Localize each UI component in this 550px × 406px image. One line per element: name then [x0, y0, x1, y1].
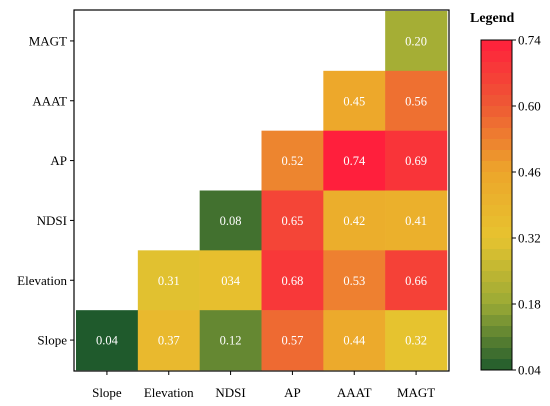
- legend-color-step: [481, 150, 512, 162]
- legend-color-step: [481, 326, 512, 338]
- legend-color-step: [481, 359, 512, 371]
- heatmap-cell-labels: 0.20 0.45 0.56 0.52 0.74 0.69 0.08 0.65 0.42 0.41…: [96, 34, 427, 347]
- x-tick-label: Slope: [92, 385, 122, 400]
- heatmap-cell-ap-aaat: [323, 130, 386, 191]
- cell-value-label: 0.45: [343, 94, 365, 108]
- heatmap-cell-ndsi-aaat: [323, 190, 386, 251]
- heatmap-cell-slope-magt: [385, 310, 448, 371]
- heatmap-cell-elevation-elevation: [137, 250, 200, 311]
- legend-color-step: [481, 293, 512, 305]
- heatmap-cell-slope-slope: [76, 310, 139, 371]
- legend-color-step: [481, 304, 512, 316]
- legend-color-step: [481, 139, 512, 151]
- heatmap-cell-slope-aaat: [323, 310, 386, 371]
- legend-color-step: [481, 172, 512, 184]
- heatmap-cell-ap-ap: [261, 130, 324, 191]
- heatmap-cell-ap-magt: [385, 130, 448, 191]
- cell-value-label: 0.04: [96, 334, 119, 348]
- legend-color-step: [481, 348, 512, 360]
- x-axis-ticks: Slope Elevation NDSI AP AAAT MAGT: [92, 371, 435, 400]
- x-tick-label: AP: [284, 385, 301, 400]
- legend-color-step: [481, 84, 512, 96]
- legend-tick-label: 0.46: [518, 165, 541, 180]
- legend-tick-label: 0.04: [518, 363, 541, 378]
- legend-color-step: [481, 106, 512, 118]
- x-tick-label: MAGT: [397, 385, 435, 400]
- heatmap-cell-ndsi-magt: [385, 190, 448, 251]
- heatmap-cell-slope-elevation: [137, 310, 200, 371]
- legend-colorbar: [480, 39, 513, 371]
- legend-color-step: [481, 249, 512, 261]
- cell-value-label: 0.20: [405, 34, 427, 48]
- x-tick-label: AAAT: [337, 385, 372, 400]
- heatmap-cell-slope-ap: [261, 310, 324, 371]
- heatmap-cell-ndsi-ap: [261, 190, 324, 251]
- legend-color-step: [481, 117, 512, 129]
- legend-title: Legend: [470, 11, 515, 26]
- cell-value-label: 0.32: [405, 334, 427, 348]
- cell-value-label: 0.57: [281, 334, 303, 348]
- cell-value-label: 0.74: [343, 154, 366, 168]
- heatmap-cell-elevation-ndsi: [199, 250, 262, 311]
- legend-color-step: [481, 271, 512, 283]
- cell-value-label: 0.65: [281, 214, 303, 228]
- y-tick-label: AAAT: [32, 93, 67, 108]
- legend-color-step: [481, 315, 512, 327]
- legend-color-step: [481, 161, 512, 173]
- y-tick-label: Slope: [37, 333, 67, 348]
- cell-value-label: 0.12: [220, 334, 242, 348]
- legend-tick-label: 0.32: [518, 231, 541, 246]
- cell-value-label: 0.68: [281, 274, 303, 288]
- cell-value-label: 0.44: [343, 334, 366, 348]
- legend-color-step: [481, 40, 512, 52]
- cell-value-label: 0.41: [405, 214, 427, 228]
- legend-color-step: [481, 227, 512, 239]
- cell-value-label: 0.37: [158, 334, 180, 348]
- heatmap-cell-ndsi-ndsi: [199, 190, 262, 251]
- y-axis-ticks: MAGT AAAT AP NDSI Elevation Slope: [17, 33, 74, 348]
- legend-color-step: [481, 73, 512, 85]
- heatmap-cell-aaat-aaat: [323, 70, 386, 131]
- y-tick-label: AP: [50, 153, 67, 168]
- heatmap-cell-elevation-aaat: [323, 250, 386, 311]
- y-tick-label: MAGT: [29, 33, 67, 48]
- cell-value-label: 0.08: [220, 214, 242, 228]
- legend-color-step: [481, 260, 512, 272]
- heatmap-cell-elevation-magt: [385, 250, 448, 311]
- legend-color-step: [481, 205, 512, 217]
- y-tick-label: Elevation: [17, 273, 67, 288]
- legend-tick-label: 0.60: [518, 99, 541, 114]
- legend-color-step: [481, 216, 512, 228]
- heatmap-cell-aaat-magt: [385, 70, 448, 131]
- heatmap-cells: [76, 11, 448, 371]
- x-tick-label: NDSI: [215, 385, 245, 400]
- cell-value-label: 0.52: [281, 154, 303, 168]
- legend-color-step: [481, 337, 512, 349]
- y-tick-label: NDSI: [37, 213, 67, 228]
- legend-color-step: [481, 194, 512, 206]
- legend-color-step: [481, 238, 512, 250]
- cell-value-label: 0.66: [405, 274, 427, 288]
- cell-value-label: 0.56: [405, 94, 427, 108]
- cell-value-label: 034: [221, 274, 241, 288]
- legend-color-step: [481, 95, 512, 107]
- heatmap-cell-elevation-ap: [261, 250, 324, 311]
- cell-value-label: 0.69: [405, 154, 427, 168]
- legend-tick-label: 0.74: [518, 33, 541, 48]
- legend-color-step: [481, 51, 512, 63]
- heatmap-cell-magt-magt: [385, 11, 448, 72]
- x-tick-label: Elevation: [144, 385, 194, 400]
- legend-color-step: [481, 62, 512, 74]
- legend-tick-label: 0.18: [518, 297, 541, 312]
- legend-color-step: [481, 183, 512, 195]
- legend-colorbar-frame: [480, 39, 513, 371]
- cell-value-label: 0.31: [158, 274, 180, 288]
- heatmap-cell-slope-ndsi: [199, 310, 262, 371]
- cell-value-label: 0.53: [343, 274, 365, 288]
- legend-ticks: 0.74 0.60 0.46 0.32 0.18 0.04: [512, 33, 541, 378]
- legend-color-step: [481, 282, 512, 294]
- cell-value-label: 0.42: [343, 214, 365, 228]
- legend-color-step: [481, 128, 512, 140]
